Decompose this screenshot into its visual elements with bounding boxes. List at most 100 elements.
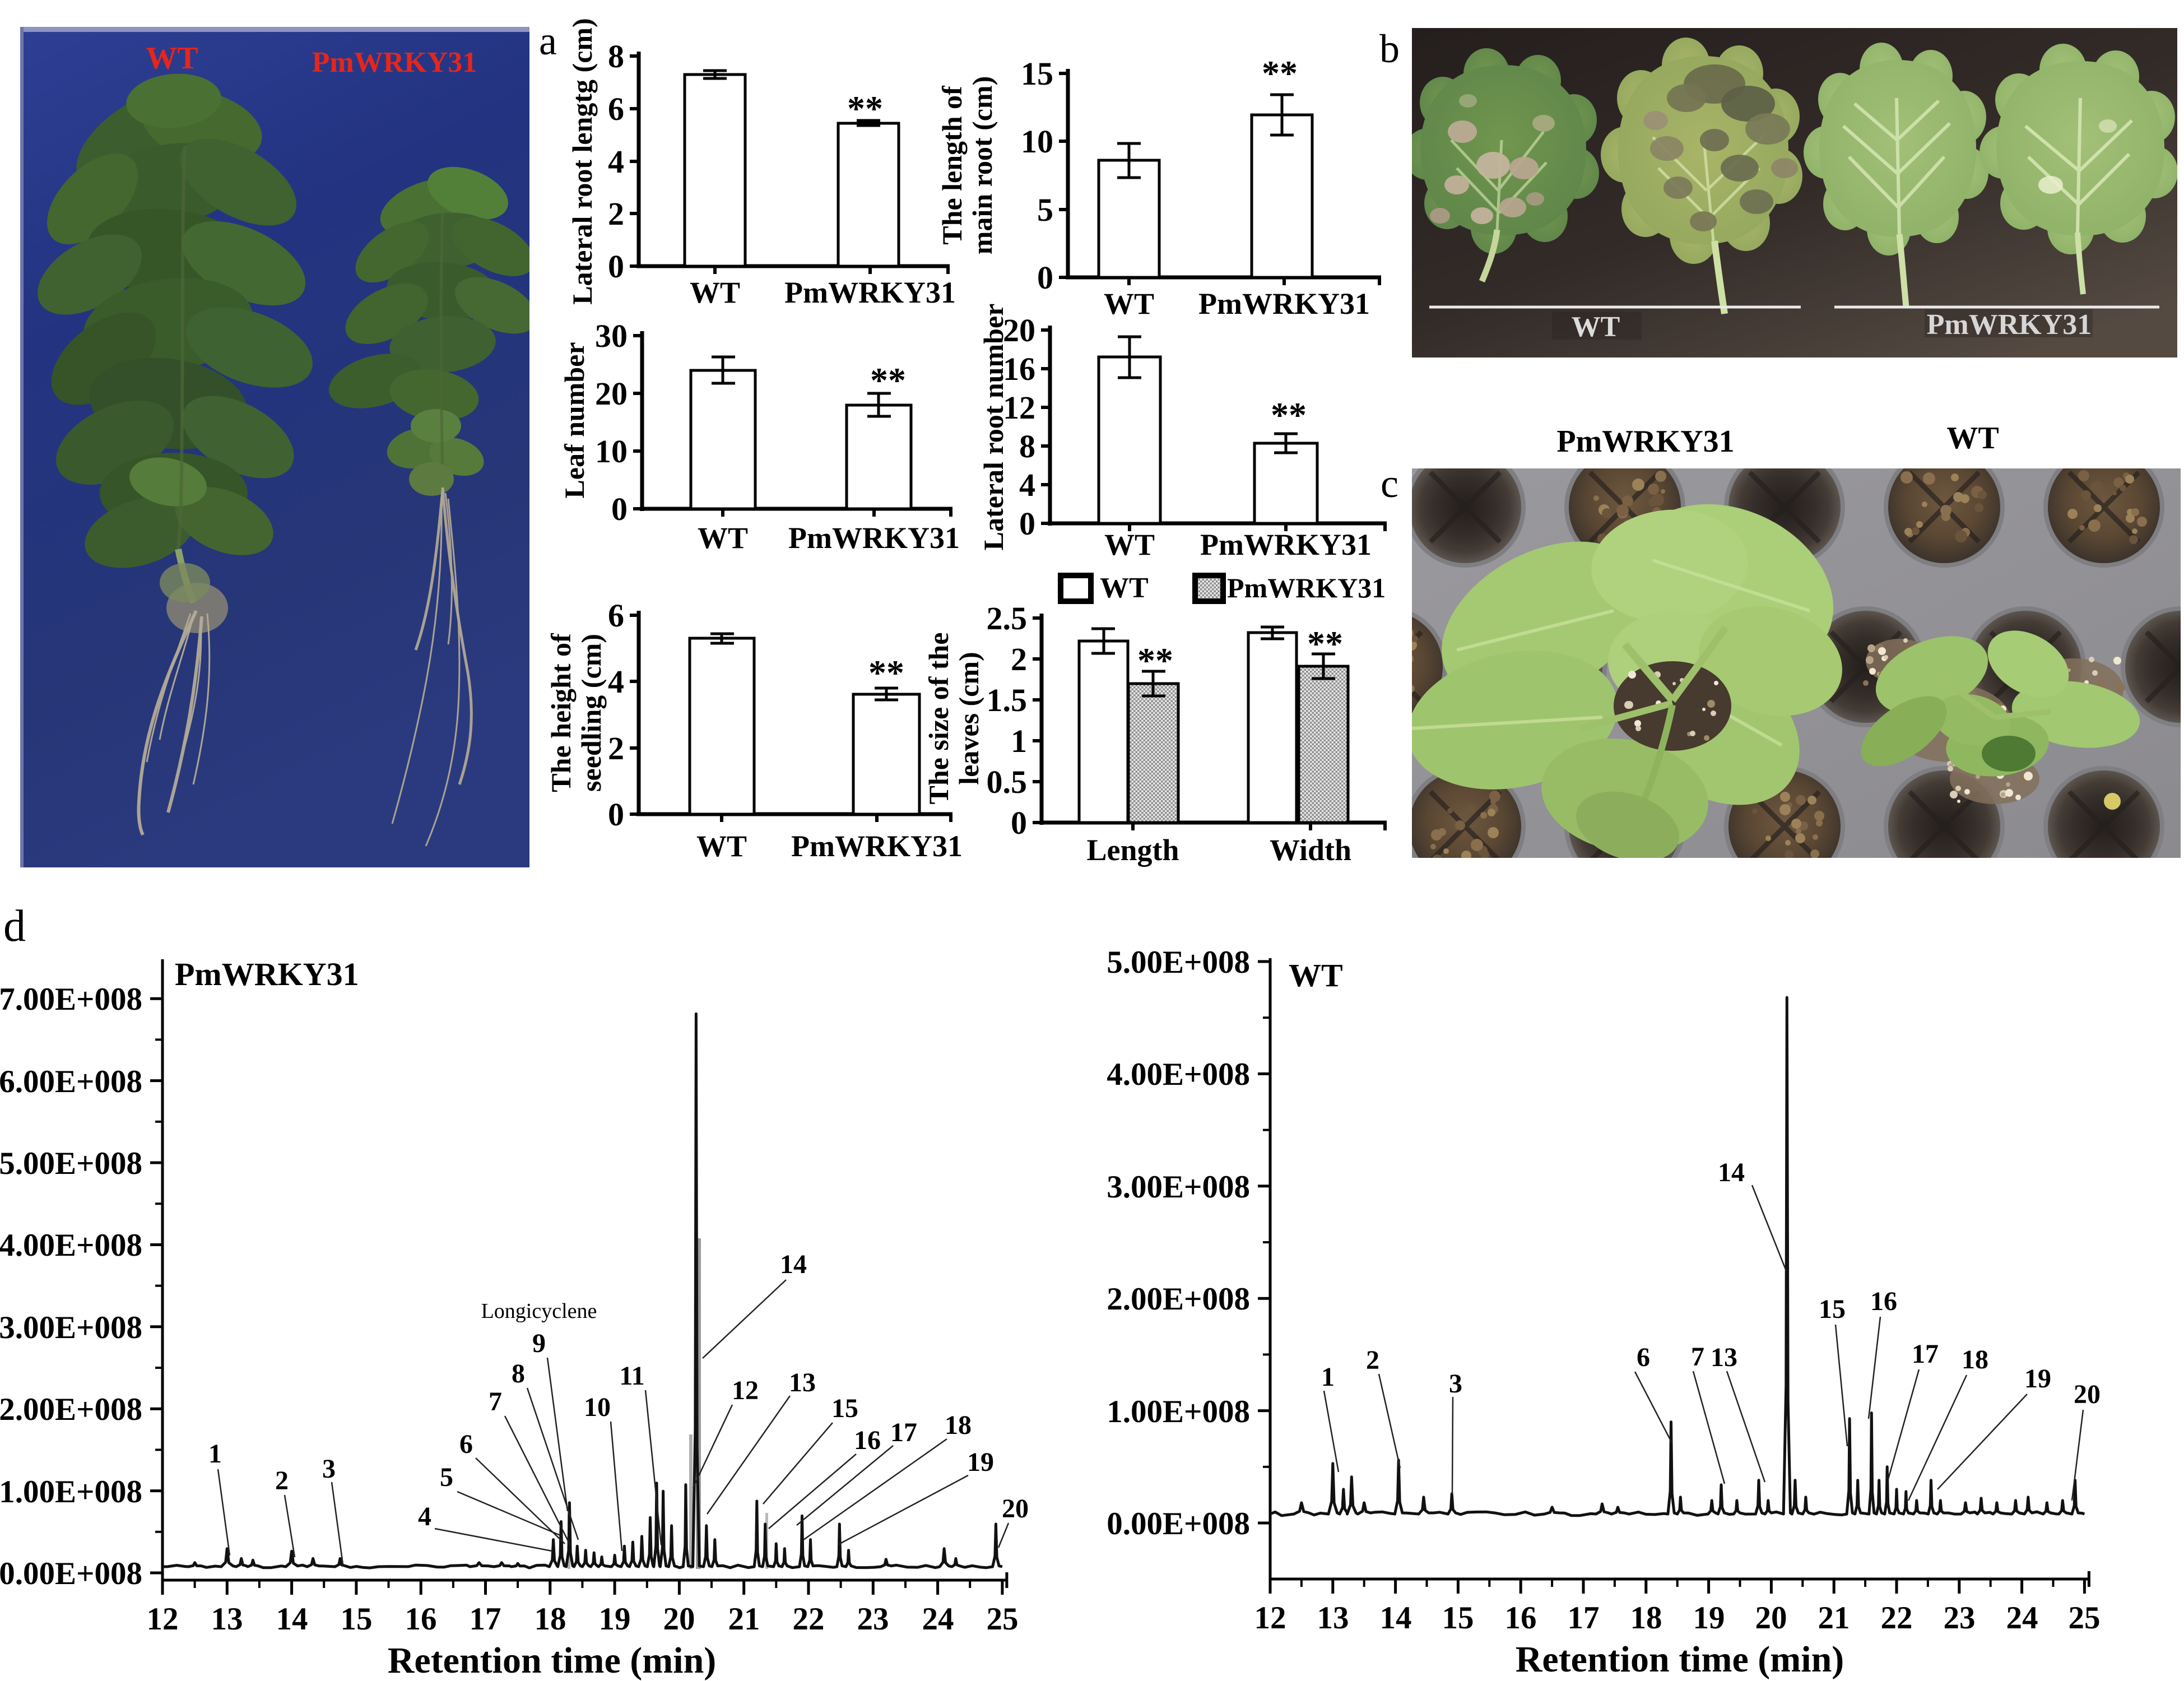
svg-text:The height of: The height of (545, 633, 577, 792)
svg-text:PmWRKY31: PmWRKY31 (791, 829, 963, 863)
svg-text:16: 16 (854, 1425, 881, 1455)
svg-text:2.00E+008: 2.00E+008 (1107, 1281, 1250, 1317)
svg-text:19: 19 (2024, 1364, 2051, 1394)
svg-text:19: 19 (967, 1447, 994, 1477)
svg-text:14: 14 (1718, 1158, 1745, 1187)
svg-text:6: 6 (1637, 1343, 1650, 1372)
svg-text:0: 0 (608, 796, 624, 833)
svg-text:22: 22 (1881, 1600, 1913, 1636)
svg-text:2: 2 (608, 730, 624, 767)
svg-text:2: 2 (1366, 1345, 1379, 1375)
svg-text:3.00E+008: 3.00E+008 (1107, 1169, 1250, 1205)
svg-text:4.00E+008: 4.00E+008 (1107, 1057, 1250, 1092)
svg-text:PmWRKY31: PmWRKY31 (312, 47, 477, 78)
svg-text:23: 23 (1944, 1600, 1976, 1636)
svg-text:5: 5 (1037, 192, 1053, 228)
svg-text:PmWRKY31: PmWRKY31 (1198, 287, 1370, 321)
svg-text:20: 20 (1002, 1494, 1029, 1524)
svg-text:2: 2 (1011, 641, 1027, 677)
svg-text:Retention time (min): Retention time (min) (1516, 1639, 1844, 1680)
svg-text:30: 30 (595, 318, 628, 354)
svg-text:**: ** (868, 653, 904, 693)
svg-text:Leaf number: Leaf number (559, 342, 590, 498)
svg-text:PmWRKY31: PmWRKY31 (1227, 572, 1386, 603)
svg-text:0.00E+008: 0.00E+008 (1107, 1506, 1250, 1541)
svg-text:Lateral root lengtg (cm): Lateral root lengtg (cm) (566, 18, 598, 304)
svg-text:22: 22 (793, 1601, 825, 1637)
svg-text:4.00E+008: 4.00E+008 (0, 1228, 142, 1263)
svg-text:seedling (cm): seedling (cm) (575, 634, 607, 792)
svg-text:WT: WT (698, 521, 748, 555)
svg-text:12: 12 (147, 1601, 179, 1637)
svg-text:0: 0 (608, 248, 624, 285)
svg-text:17: 17 (1568, 1600, 1600, 1636)
svg-text:The size of the: The size of the (923, 633, 954, 805)
svg-text:23: 23 (857, 1601, 889, 1637)
svg-text:**: ** (1271, 395, 1307, 435)
svg-text:PmWRKY31: PmWRKY31 (1200, 528, 1372, 561)
svg-text:14: 14 (780, 1250, 807, 1279)
svg-text:Retention time (min): Retention time (min) (388, 1640, 717, 1681)
svg-text:13: 13 (1317, 1600, 1349, 1636)
svg-text:6: 6 (608, 91, 624, 127)
svg-text:17: 17 (890, 1418, 917, 1447)
svg-text:4: 4 (608, 143, 624, 180)
svg-text:0: 0 (1019, 505, 1035, 542)
svg-text:5.00E+008: 5.00E+008 (0, 1146, 142, 1181)
svg-text:**: ** (1262, 53, 1298, 93)
svg-text:WT: WT (690, 276, 740, 309)
svg-text:14: 14 (276, 1601, 308, 1637)
svg-text:PmWRKY31: PmWRKY31 (784, 276, 956, 309)
svg-text:15: 15 (1021, 55, 1053, 92)
svg-text:11: 11 (619, 1361, 644, 1391)
svg-text:15: 15 (341, 1601, 373, 1637)
svg-text:15: 15 (831, 1394, 858, 1423)
svg-text:16: 16 (1003, 351, 1035, 387)
svg-text:8: 8 (512, 1359, 525, 1389)
svg-text:10: 10 (1021, 123, 1053, 160)
svg-text:17: 17 (470, 1601, 501, 1637)
svg-text:24: 24 (922, 1601, 954, 1637)
svg-text:**: ** (847, 89, 883, 128)
svg-text:10: 10 (595, 433, 628, 470)
svg-text:7: 7 (1691, 1342, 1704, 1372)
svg-text:2: 2 (608, 196, 624, 232)
svg-text:Length: Length (1086, 833, 1179, 867)
svg-text:**: ** (1307, 624, 1343, 663)
svg-text:8: 8 (1019, 428, 1035, 465)
svg-text:19: 19 (1693, 1600, 1725, 1636)
svg-text:18: 18 (1630, 1600, 1662, 1636)
svg-text:20: 20 (595, 375, 628, 412)
svg-text:WT: WT (1104, 528, 1155, 561)
svg-text:6: 6 (608, 597, 624, 634)
svg-text:12: 12 (732, 1376, 759, 1405)
svg-text:4: 4 (418, 1502, 431, 1531)
svg-text:1: 1 (1321, 1362, 1335, 1392)
svg-text:4: 4 (1019, 467, 1035, 503)
svg-text:12: 12 (1003, 389, 1035, 426)
svg-text:20: 20 (663, 1601, 695, 1637)
svg-text:0.5: 0.5 (987, 764, 1028, 800)
svg-text:**: ** (870, 360, 906, 400)
svg-text:16: 16 (1505, 1600, 1537, 1636)
svg-text:1: 1 (208, 1439, 222, 1469)
svg-text:main root (cm): main root (cm) (966, 76, 998, 254)
svg-text:20: 20 (1755, 1600, 1787, 1636)
svg-text:15: 15 (1819, 1294, 1846, 1324)
svg-text:WT: WT (1946, 421, 1999, 456)
svg-text:Lateral root number: Lateral root number (978, 304, 1009, 551)
svg-text:WT: WT (1289, 957, 1343, 993)
svg-text:2.5: 2.5 (987, 600, 1028, 637)
svg-text:24: 24 (2006, 1600, 2038, 1636)
svg-text:25: 25 (2069, 1600, 2101, 1636)
svg-text:19: 19 (599, 1601, 631, 1637)
svg-text:6: 6 (459, 1429, 473, 1459)
svg-text:**: ** (1137, 640, 1173, 680)
svg-text:18: 18 (535, 1601, 566, 1637)
svg-text:1.5: 1.5 (987, 682, 1028, 718)
svg-text:The length of: The length of (936, 85, 968, 245)
svg-text:13: 13 (211, 1601, 243, 1637)
svg-text:leaves (cm): leaves (cm) (953, 652, 984, 784)
svg-text:20: 20 (1003, 312, 1035, 349)
svg-text:WT: WT (1100, 572, 1149, 604)
